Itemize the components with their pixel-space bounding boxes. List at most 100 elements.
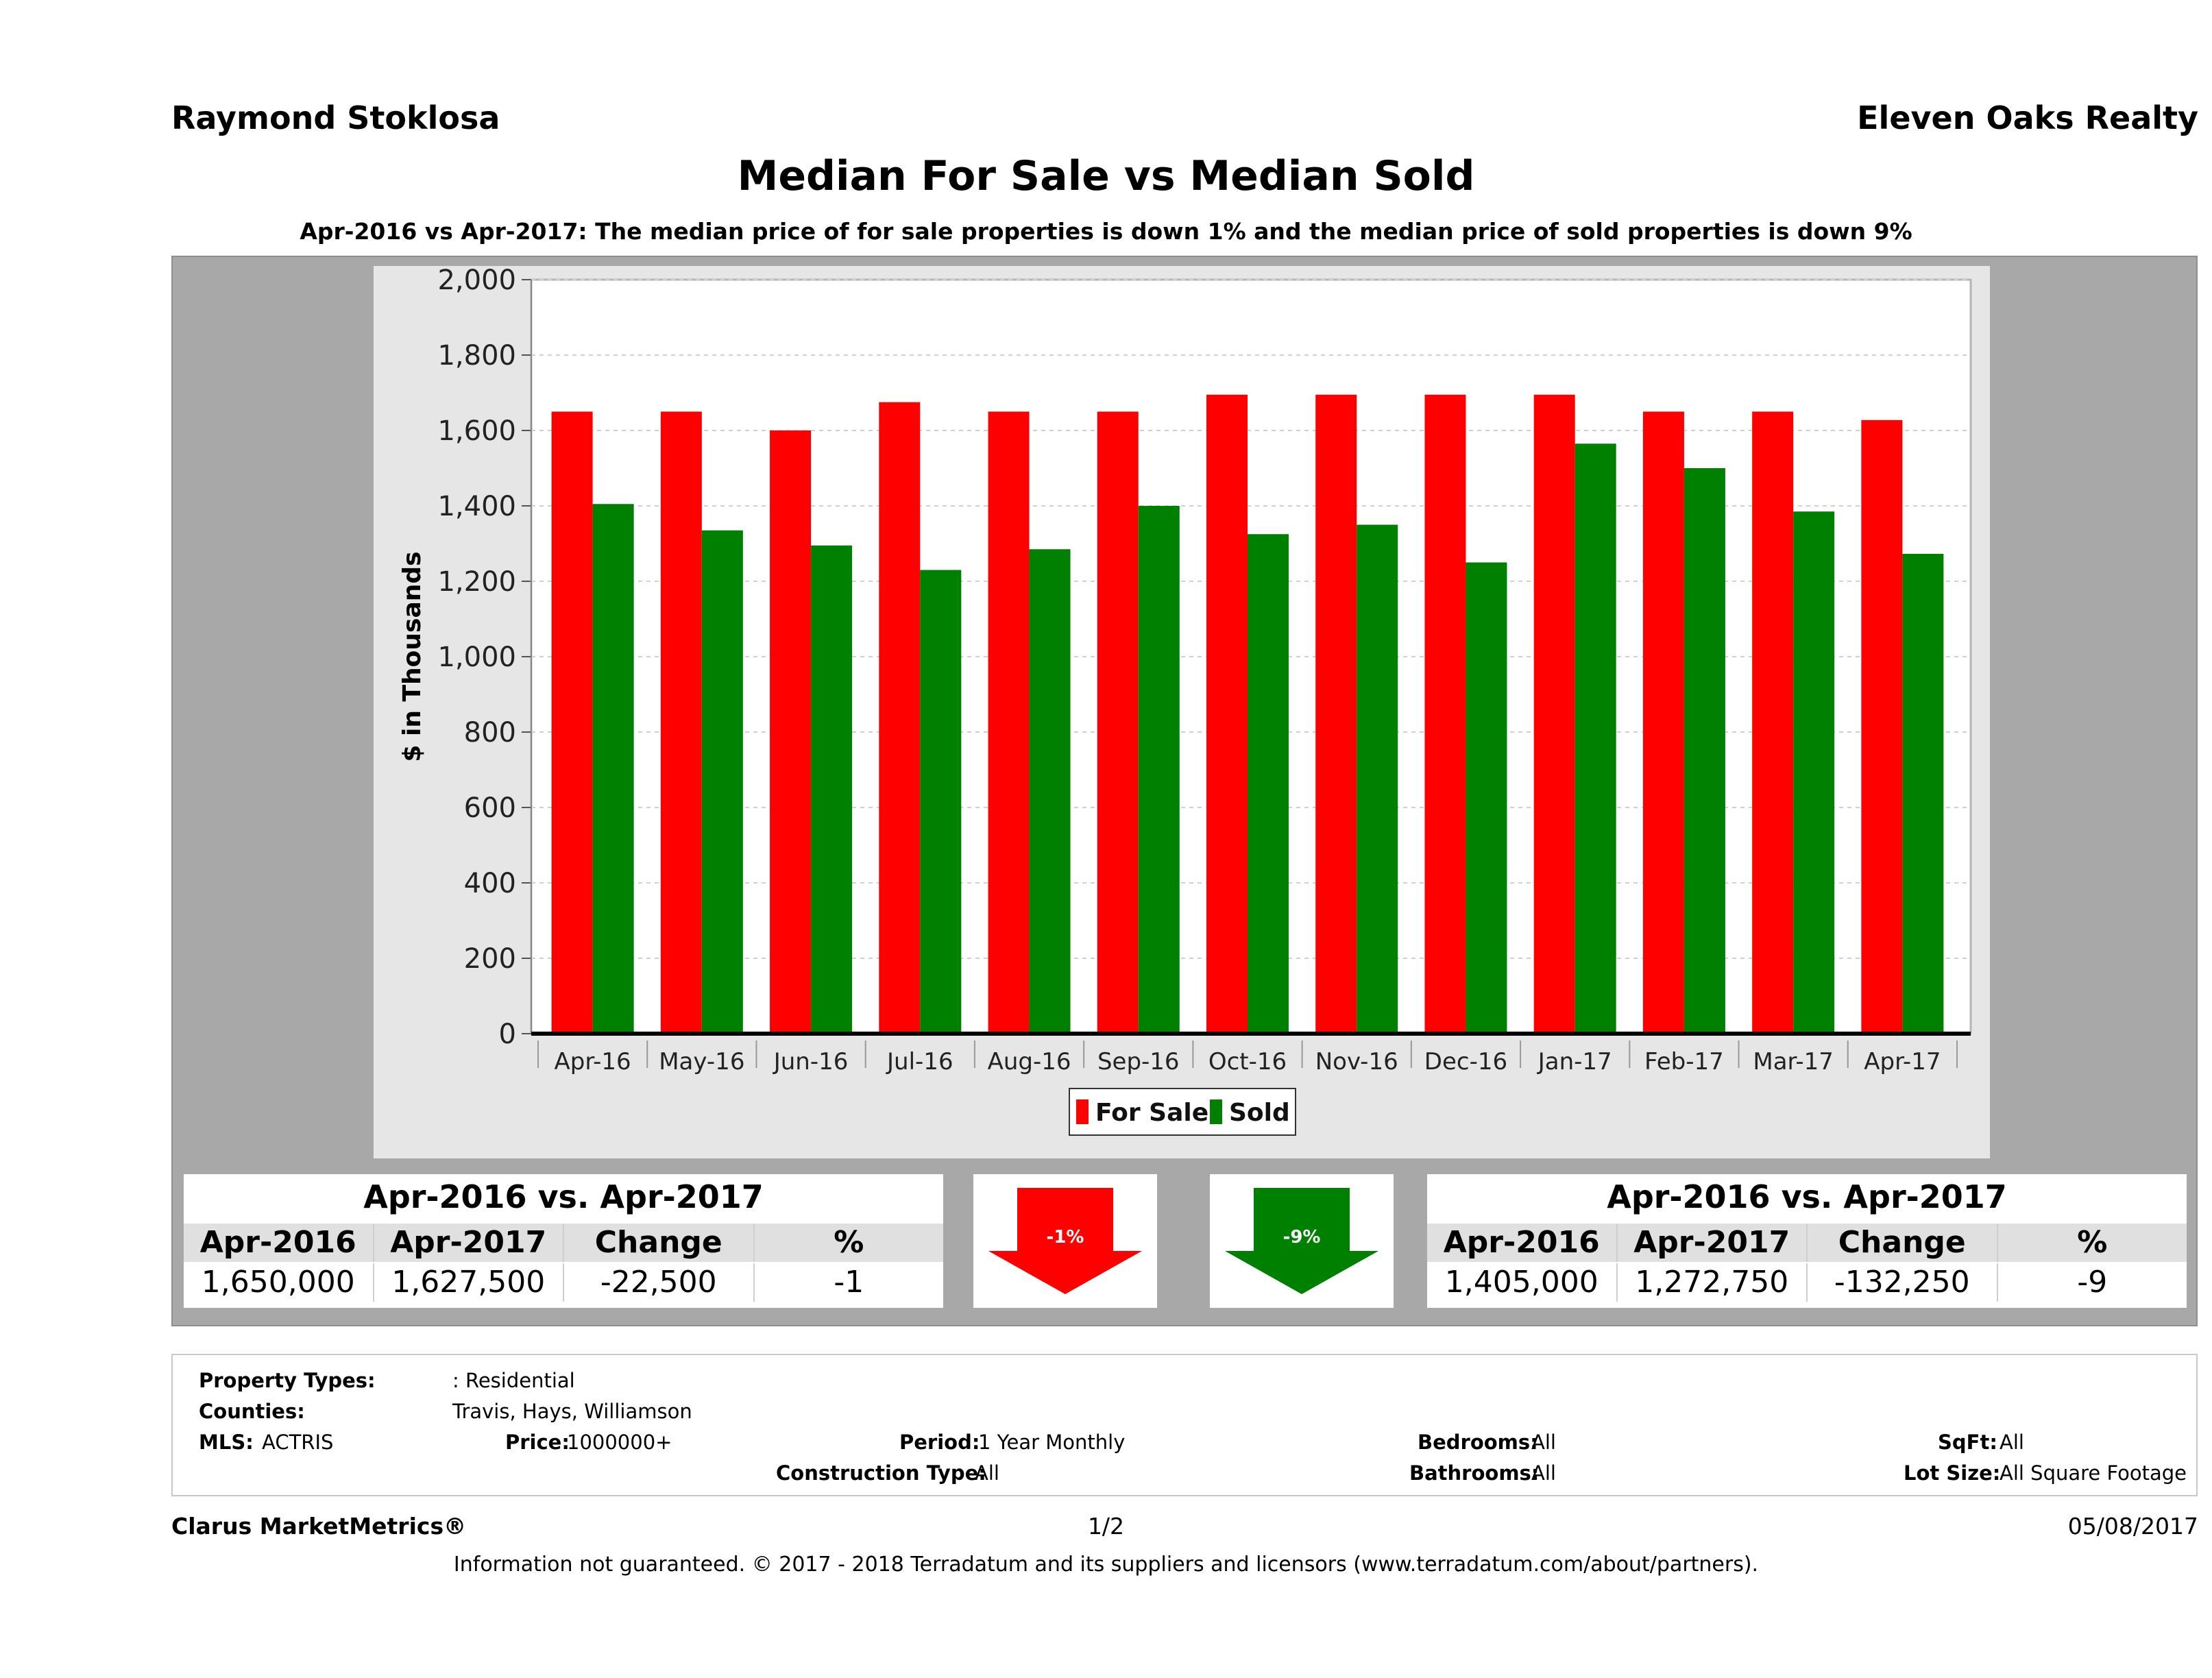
sqft-label: SqFt: — [1938, 1431, 1997, 1454]
sold-bar — [1466, 562, 1507, 1034]
sold-bar — [1575, 443, 1616, 1034]
mls-value: ACTRIS — [262, 1431, 334, 1454]
legend-label: For Sale — [1095, 1099, 1208, 1127]
y-tick-label: 2,000 — [437, 266, 516, 296]
for-sale-stats-title: Apr-2016 vs. Apr-2017 — [363, 1178, 764, 1215]
value-cell: 1,272,750 — [1616, 1263, 1807, 1302]
x-tick-label: Dec-16 — [1424, 1048, 1507, 1075]
for-sale-change-arrow: -1% — [973, 1174, 1157, 1308]
header-cell: Apr-2016 — [1443, 1225, 1600, 1260]
property-types-label: Property Types: — [199, 1369, 376, 1392]
header-cell: % — [753, 1224, 944, 1262]
x-tick-label: Jul-16 — [886, 1048, 953, 1075]
header-cell: Change — [1806, 1224, 1997, 1262]
search-criteria: Property Types: : Residential Counties: … — [171, 1354, 2198, 1496]
period-label: Period: — [899, 1431, 980, 1454]
for-sale-bar — [660, 411, 702, 1034]
sold-bar — [1357, 524, 1398, 1034]
chart-subtitle: Apr-2016 vs Apr-2017: The median price o… — [300, 218, 1912, 245]
header-cell: Apr-2017 — [1616, 1224, 1807, 1262]
bathrooms-label: Bathrooms: — [1409, 1461, 1540, 1485]
for-sale-bar — [988, 411, 1030, 1034]
y-tick-label: 1,600 — [437, 415, 516, 447]
for-sale-pct-label: -1% — [1047, 1227, 1084, 1248]
x-tick-label: May-16 — [659, 1048, 744, 1075]
y-tick-label: 1,000 — [437, 642, 516, 673]
mls-label: MLS: — [199, 1431, 254, 1454]
value-cell: -132,250 — [1806, 1263, 1997, 1302]
footer-brand: Clarus MarketMetrics® — [171, 1513, 467, 1540]
bedrooms-label: Bedrooms: — [1418, 1431, 1538, 1454]
y-tick-label: 400 — [464, 868, 516, 899]
period-value: 1 Year Monthly — [978, 1431, 1126, 1454]
value-cell: -22,500 — [563, 1263, 753, 1302]
y-tick-label: 1,200 — [437, 566, 516, 598]
construction-type-value: All — [975, 1461, 999, 1485]
x-tick-label: Aug-16 — [988, 1048, 1071, 1075]
x-tick-label: Feb-17 — [1644, 1048, 1724, 1075]
disclaimer: Information not guaranteed. © 2017 - 201… — [453, 1553, 1759, 1577]
header-cell: Apr-2017 — [372, 1224, 563, 1262]
for-sale-bar — [1315, 394, 1357, 1034]
y-tick-label: 1,400 — [437, 491, 516, 522]
price-label: Price: — [505, 1431, 570, 1454]
x-tick-label: Oct-16 — [1208, 1048, 1287, 1075]
sold-change-arrow: -9% — [1210, 1174, 1394, 1308]
x-tick-label: Nov-16 — [1315, 1048, 1398, 1075]
value-cell: -1 — [753, 1263, 944, 1302]
bedrooms-value: All — [1531, 1431, 1556, 1454]
header-cell: Apr-2016 — [199, 1225, 356, 1260]
bar-chart: 0 200 400 600 800 1,000 1,200 1,400 1,600 1,800 2,… — [374, 266, 1990, 1158]
sold-stats-value-row: 1,405,000 1,272,750 -132,250 -9 — [1427, 1263, 2187, 1302]
lot-size-label: Lot Size: — [1904, 1461, 2001, 1485]
sold-stats-title: Apr-2016 vs. Apr-2017 — [1607, 1178, 2007, 1215]
price-value: 1000000+ — [567, 1431, 672, 1454]
for-sale-stats-table: Apr-2016 vs. Apr-2017 Apr-2016 Apr-2017 … — [184, 1174, 943, 1308]
property-types-value: : Residential — [452, 1369, 575, 1392]
header-cell: % — [1996, 1224, 2187, 1262]
x-tick-label: Mar-17 — [1753, 1048, 1834, 1075]
sold-stats-header-row: Apr-2016 Apr-2017 Change % — [1427, 1224, 2187, 1262]
sold-stats-table: Apr-2016 vs. Apr-2017 Apr-2016 Apr-2017 … — [1427, 1174, 2187, 1308]
x-tick-label: Sep-16 — [1097, 1048, 1180, 1075]
down-arrow-icon: -9% — [1225, 1188, 1378, 1294]
for-sale-stats-value-row: 1,650,000 1,627,500 -22,500 -1 — [184, 1263, 943, 1302]
value-cell: 1,405,000 — [1444, 1265, 1599, 1300]
agent-name: Raymond Stoklosa — [171, 99, 500, 136]
sold-bar — [1684, 468, 1725, 1034]
sqft-value: All — [2000, 1431, 2024, 1454]
chart-title: Median For Sale vs Median Sold — [737, 152, 1475, 200]
header-cell: Change — [563, 1224, 753, 1262]
y-tick-label: 0 — [499, 1019, 516, 1050]
report-date: 05/08/2017 — [2067, 1513, 2198, 1540]
x-tick-label: Apr-16 — [555, 1048, 631, 1075]
bathrooms-value: All — [1531, 1461, 1556, 1485]
lot-size-value: All Square Footage — [2000, 1461, 2187, 1485]
y-tick-label: 600 — [464, 792, 516, 824]
down-arrow-icon: -1% — [988, 1188, 1142, 1294]
value-cell: 1,650,000 — [201, 1265, 355, 1300]
for-sale-bar — [1424, 394, 1466, 1034]
sold-bar — [1793, 511, 1835, 1034]
counties-label: Counties: — [199, 1400, 305, 1423]
for-sale-bar — [1642, 411, 1684, 1034]
sold-bar — [811, 545, 853, 1034]
for-sale-stats-header-row: Apr-2016 Apr-2017 Change % — [184, 1224, 943, 1262]
value-cell: -9 — [1996, 1263, 2187, 1302]
brokerage-name: Eleven Oaks Realty — [1857, 99, 2198, 136]
for-sale-bar — [551, 411, 593, 1034]
sold-bar — [592, 504, 634, 1034]
x-tick-label: Apr-17 — [1864, 1048, 1941, 1075]
for-sale-bar — [879, 402, 921, 1034]
y-tick-label: 800 — [464, 717, 516, 749]
for-sale-bar — [1752, 411, 1794, 1034]
for-sale-bar — [1533, 394, 1575, 1034]
x-tick-label: Jun-16 — [773, 1048, 849, 1075]
for-sale-bar — [770, 430, 812, 1034]
sold-bar — [701, 530, 743, 1034]
y-tick-label: 200 — [464, 943, 516, 975]
counties-value: Travis, Hays, Williamson — [452, 1400, 692, 1423]
for-sale-bar — [1861, 420, 1903, 1034]
x-tick-label: Jan-17 — [1537, 1048, 1612, 1075]
value-cell: 1,627,500 — [372, 1263, 563, 1302]
